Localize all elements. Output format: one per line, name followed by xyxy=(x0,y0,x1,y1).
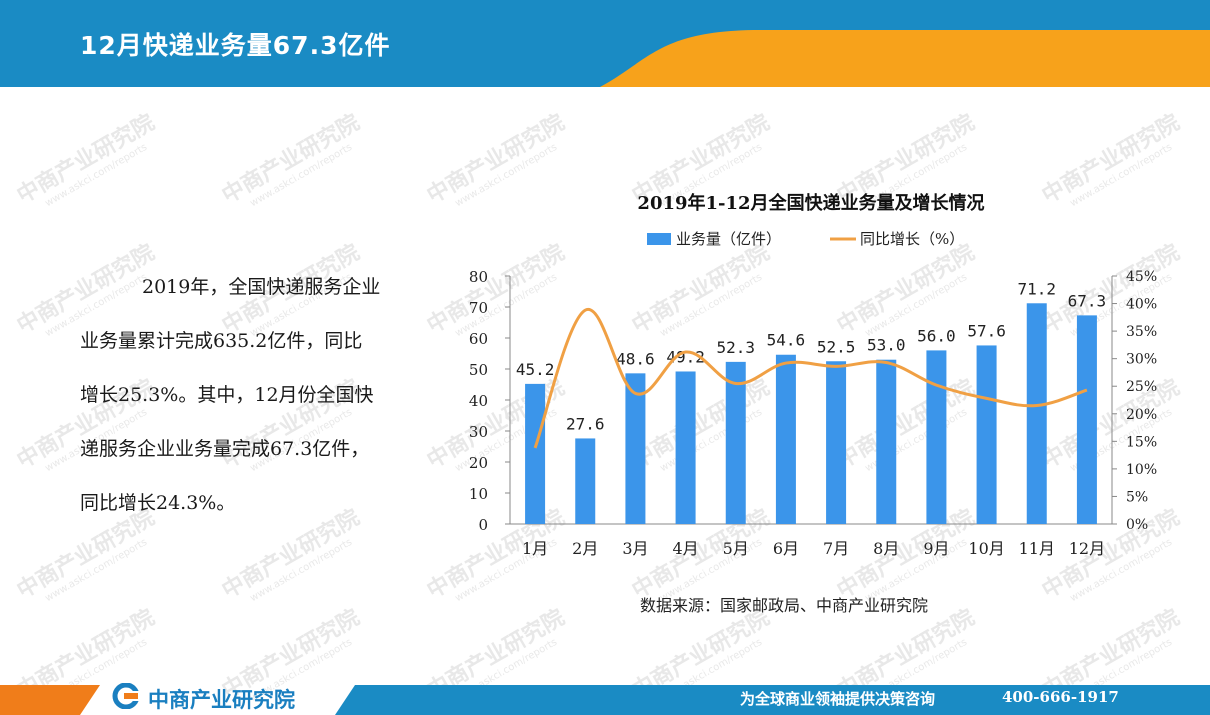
x-axis-tick-label: 9月 xyxy=(923,539,949,558)
legend-bar-swatch xyxy=(647,233,671,245)
bar xyxy=(775,354,796,524)
x-axis-tick-label: 1月 xyxy=(522,539,548,558)
chart-title: 2019年1-12月全国快递业务量及增长情况 xyxy=(637,192,984,214)
watermark: 中商产业研究院 www.askci.com/reports xyxy=(13,110,159,210)
x-axis-tick-label: 7月 xyxy=(823,539,849,558)
summary-line-5: 同比增长24.3%。 xyxy=(80,492,236,514)
right-axis-tick-label: 20% xyxy=(1126,407,1157,423)
bar-data-label: 52.5 xyxy=(817,337,856,356)
legend-line-label: 同比增长（%） xyxy=(860,230,964,248)
summary-line-4: 递服务企业业务量完成67.3亿件， xyxy=(80,438,370,460)
left-axis-tick-label: 80 xyxy=(469,268,488,286)
bar xyxy=(675,371,696,524)
footer-tagline: 为全球商业领袖提供决策咨询 xyxy=(740,690,936,708)
company-logo-text: 中商产业研究院 xyxy=(148,688,295,712)
bar-data-label: 52.3 xyxy=(716,338,755,357)
bar xyxy=(1076,315,1097,524)
bar xyxy=(525,383,546,524)
left-axis-tick-label: 70 xyxy=(469,299,488,317)
x-axis-tick-label: 4月 xyxy=(672,539,698,558)
bar-data-label: 54.6 xyxy=(767,331,806,350)
bar xyxy=(625,373,646,524)
bar xyxy=(1026,303,1047,524)
x-axis-tick-label: 8月 xyxy=(873,539,899,558)
x-axis-tick-label: 12月 xyxy=(1069,539,1105,558)
right-axis-tick-label: 0% xyxy=(1126,517,1148,533)
bar xyxy=(826,361,847,524)
left-axis-tick-label: 20 xyxy=(469,454,488,472)
x-axis-tick-label: 11月 xyxy=(1019,539,1055,558)
summary-text: 2019年，全国快递服务企业 业务量累计完成635.2亿件，同比 增长25.3%… xyxy=(80,260,410,530)
summary-line-3: 增长25.3%。其中，12月份全国快 xyxy=(80,384,374,406)
bar xyxy=(725,361,746,524)
x-axis-tick-label: 3月 xyxy=(622,539,648,558)
left-axis-tick-label: 60 xyxy=(469,330,488,348)
bar-data-label: 45.2 xyxy=(516,360,555,379)
bar-data-label: 49.2 xyxy=(666,347,705,366)
bar xyxy=(575,438,596,524)
right-axis-tick-label: 25% xyxy=(1126,379,1157,395)
left-axis-tick-label: 10 xyxy=(469,485,488,503)
company-logo-icon xyxy=(112,683,142,709)
right-axis-tick-label: 30% xyxy=(1126,352,1157,368)
footer-background xyxy=(0,685,1210,715)
right-axis-tick-label: 15% xyxy=(1126,434,1157,450)
left-axis-tick-label: 50 xyxy=(469,361,488,379)
header-banner: 12月快递业务量67.3亿件 xyxy=(0,0,1210,87)
right-axis-tick-label: 10% xyxy=(1126,462,1157,478)
bar-data-label: 56.0 xyxy=(917,326,956,345)
bar-data-label: 53.0 xyxy=(867,336,906,355)
right-axis-tick-label: 40% xyxy=(1126,297,1157,313)
growth-rate-line xyxy=(533,308,1088,449)
summary-line-2: 业务量累计完成635.2亿件，同比 xyxy=(80,330,363,352)
right-axis-tick-label: 5% xyxy=(1126,489,1148,505)
bar xyxy=(926,350,947,524)
left-axis-tick-label: 30 xyxy=(469,423,488,441)
watermark: 中商产业研究院 www.askci.com/reports xyxy=(218,110,364,210)
x-axis-tick-label: 2月 xyxy=(572,539,598,558)
legend-bar-label: 业务量（亿件） xyxy=(676,230,781,248)
bar-data-label: 57.6 xyxy=(967,321,1006,340)
footer-phone: 400-666-1917 xyxy=(1002,688,1119,706)
left-axis-tick-label: 0 xyxy=(478,516,488,534)
bar xyxy=(976,345,997,524)
x-axis-tick-label: 10月 xyxy=(968,539,1004,558)
bar xyxy=(876,359,897,524)
right-axis-tick-label: 45% xyxy=(1126,269,1157,285)
summary-line-1: 2019年，全国快递服务企业 xyxy=(142,276,381,298)
header-background xyxy=(0,0,1210,87)
right-axis-tick-label: 35% xyxy=(1126,324,1157,340)
page-title: 12月快递业务量67.3亿件 xyxy=(80,31,391,60)
left-axis-tick-label: 40 xyxy=(469,392,488,410)
bar-data-label: 48.6 xyxy=(616,349,655,368)
footer-bar xyxy=(0,677,1210,715)
bar-data-label: 27.6 xyxy=(566,414,605,433)
bar-data-label: 67.3 xyxy=(1068,291,1107,310)
x-axis-tick-label: 6月 xyxy=(773,539,799,558)
x-axis-tick-label: 5月 xyxy=(723,539,749,558)
bar-data-label: 71.2 xyxy=(1017,279,1056,298)
data-source: 数据来源：国家邮政局、中商产业研究院 xyxy=(640,596,929,615)
